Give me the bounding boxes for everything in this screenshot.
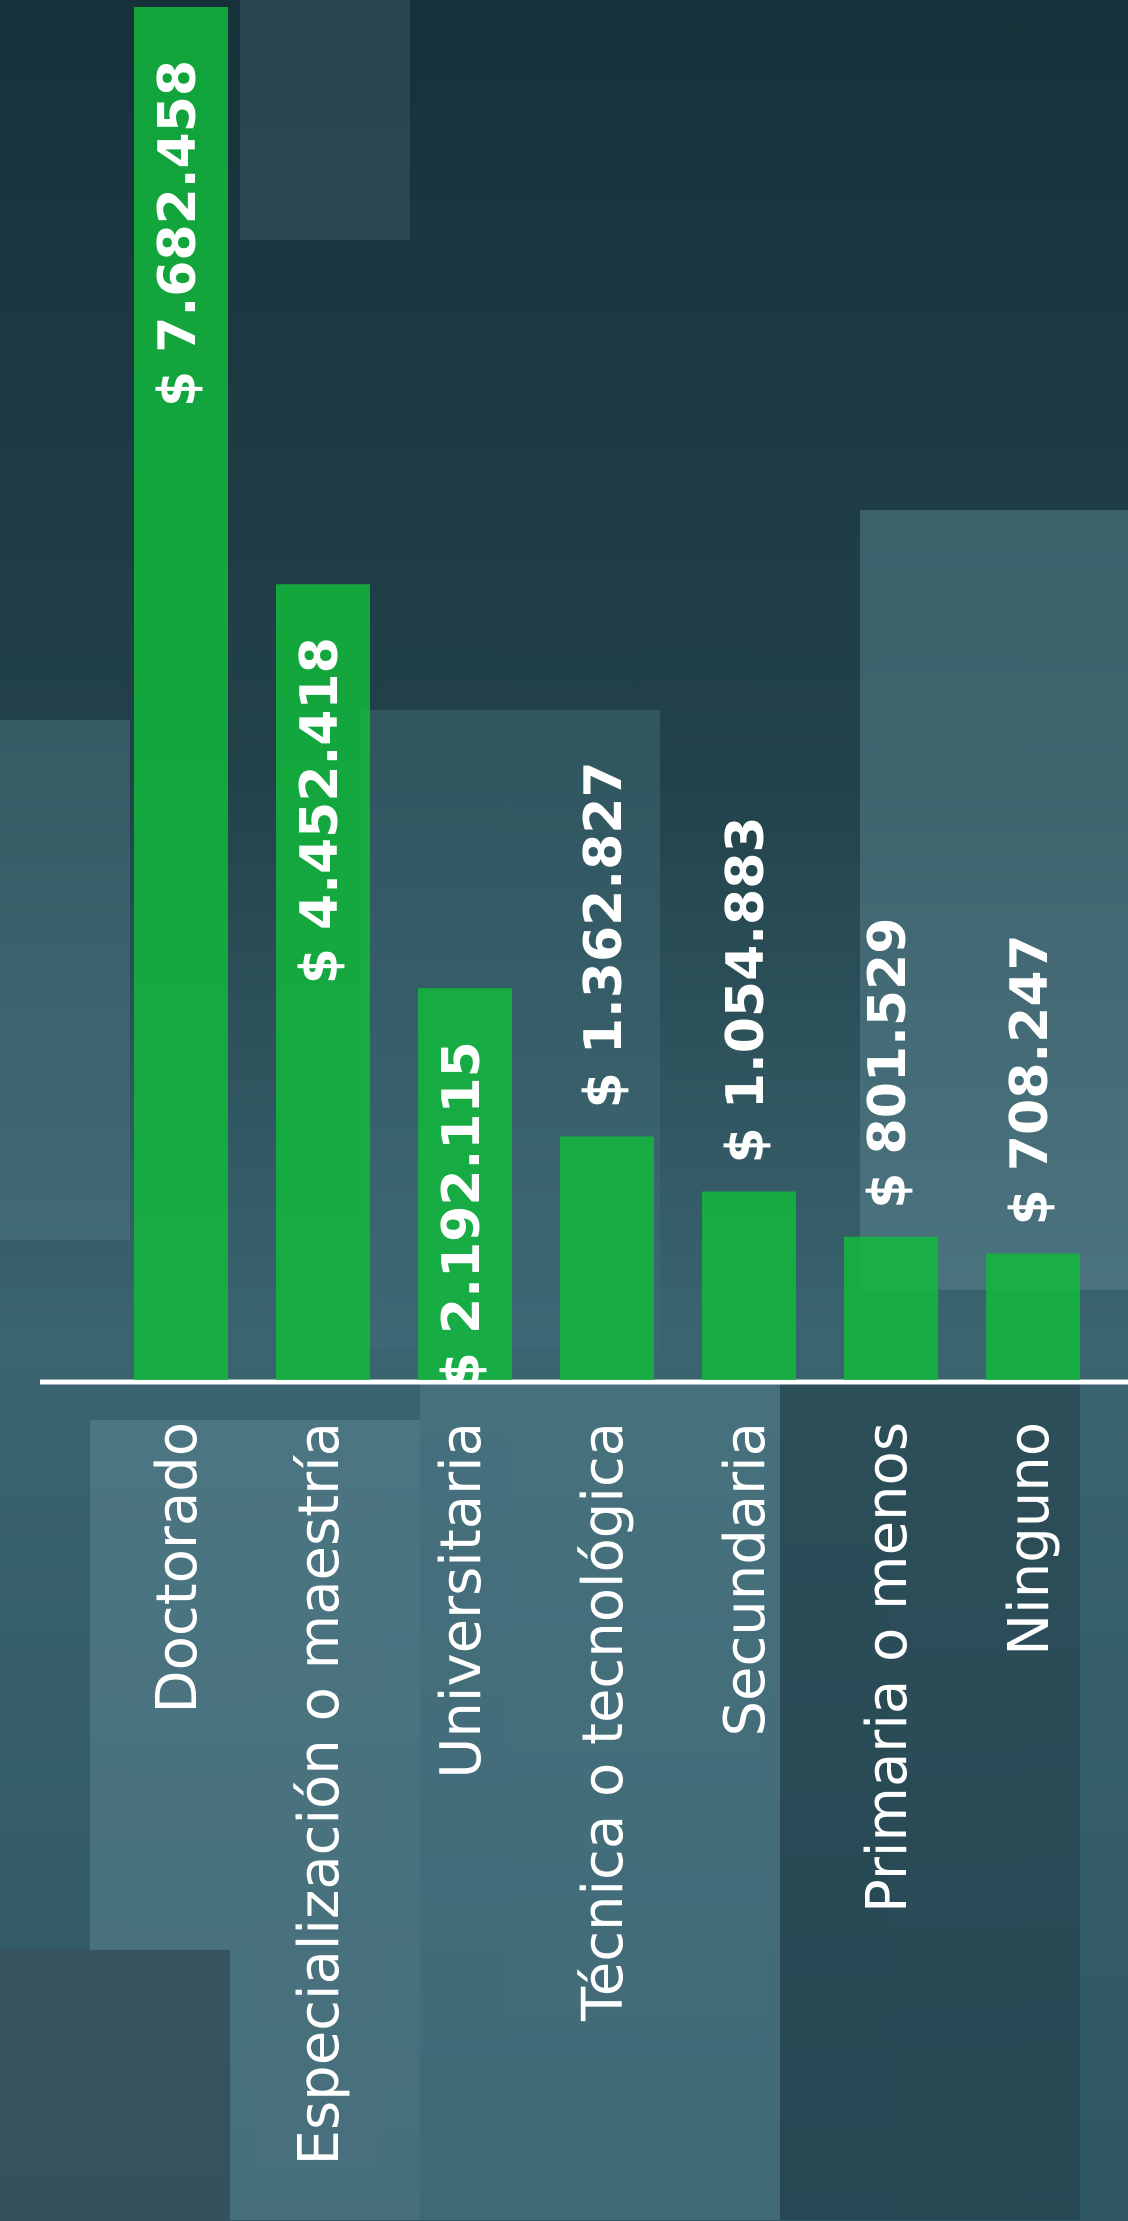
x-tick-label: Doctorado	[145, 1422, 210, 1714]
x-tick-label: Ninguno	[997, 1422, 1062, 1656]
x-tick-label: Especialización o maestría	[287, 1422, 352, 2165]
chart: $ 7.682.458 Doctorado $ 4.452.418 Especiali…	[0, 0, 1128, 2221]
x-tick-label: Técnica o tecnológica	[571, 1422, 636, 2022]
value-label: $ 7.682.458	[148, 60, 208, 407]
bar	[986, 1253, 1080, 1380]
value-label: $ 1.054.883	[716, 816, 776, 1163]
page: $ 7.682.458 Doctorado $ 4.452.418 Especiali…	[0, 0, 1128, 2221]
x-tick-label: Secundaria	[713, 1422, 778, 1737]
value-label: $ 801.529	[858, 918, 918, 1209]
value-label: $ 1.362.827	[574, 761, 634, 1108]
bar	[702, 1191, 796, 1380]
value-label: $ 4.452.418	[290, 637, 350, 984]
value-label: $ 708.247	[1000, 934, 1060, 1225]
bar	[560, 1136, 654, 1380]
value-label: $ 2.192.115	[432, 1041, 492, 1388]
bar	[844, 1237, 938, 1380]
x-tick-label: Primaria o menos	[855, 1422, 920, 1913]
x-tick-label: Universitaria	[429, 1422, 494, 1779]
